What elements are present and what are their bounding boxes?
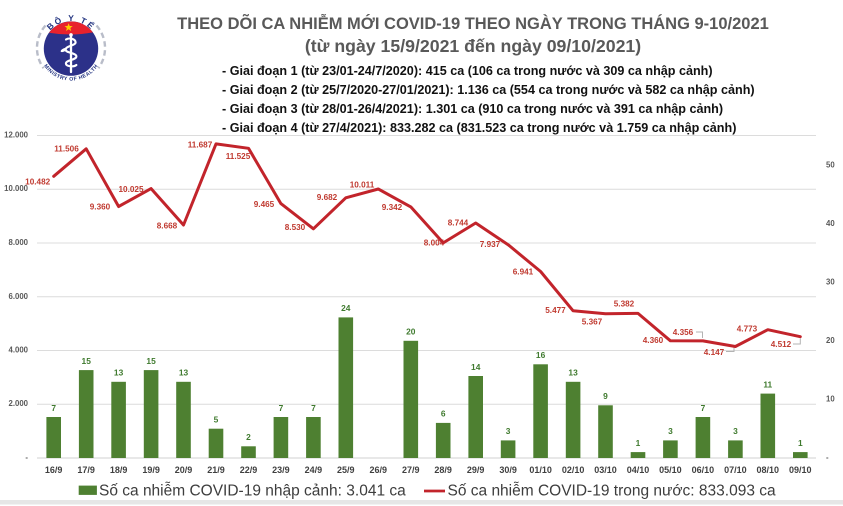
svg-text:16/9: 16/9 <box>45 465 63 475</box>
svg-text:12.000: 12.000 <box>4 131 29 140</box>
svg-text:10: 10 <box>826 395 835 404</box>
svg-text:24: 24 <box>341 303 351 313</box>
svg-text:29/9: 29/9 <box>467 465 485 475</box>
svg-text:Số ca nhiễm COVID-19 nhập cảnh: Số ca nhiễm COVID-19 nhập cảnh: 3.041 ca <box>99 482 406 499</box>
svg-text:07/10: 07/10 <box>724 465 747 475</box>
svg-text:7: 7 <box>701 403 706 413</box>
svg-text:4.147: 4.147 <box>704 348 725 357</box>
svg-text:20/9: 20/9 <box>175 465 193 475</box>
svg-text:7.937: 7.937 <box>480 240 501 249</box>
svg-text:30: 30 <box>826 278 835 287</box>
svg-text:11.687: 11.687 <box>188 141 213 150</box>
svg-text:30/9: 30/9 <box>499 465 517 475</box>
svg-text:9.465: 9.465 <box>254 200 275 209</box>
svg-text:13: 13 <box>114 368 124 378</box>
svg-text:10.482: 10.482 <box>25 177 50 186</box>
svg-text:05/10: 05/10 <box>659 465 682 475</box>
svg-text:4.000: 4.000 <box>8 346 28 355</box>
svg-text:11.506: 11.506 <box>54 145 79 154</box>
svg-text:25/9: 25/9 <box>337 465 355 475</box>
svg-text:1: 1 <box>798 438 803 448</box>
svg-text:9.342: 9.342 <box>382 203 403 212</box>
svg-text:13: 13 <box>179 368 189 378</box>
svg-text:Số ca nhiễm COVID-19 trong nướ: Số ca nhiễm COVID-19 trong nước: 833.093… <box>448 482 777 499</box>
svg-text:4.773: 4.773 <box>737 325 758 334</box>
svg-text:-: - <box>25 453 28 462</box>
svg-text:11: 11 <box>763 379 772 389</box>
svg-text:02/10: 02/10 <box>562 465 585 475</box>
svg-text:03/10: 03/10 <box>594 465 617 475</box>
svg-text:4.512: 4.512 <box>771 340 792 349</box>
svg-text:15: 15 <box>82 356 92 366</box>
svg-text:7: 7 <box>51 403 56 413</box>
svg-text:9.682: 9.682 <box>317 193 338 202</box>
svg-text:27/9: 27/9 <box>402 465 420 475</box>
svg-text:13: 13 <box>568 368 578 378</box>
svg-text:04/10: 04/10 <box>627 465 650 475</box>
svg-text:2: 2 <box>246 432 251 442</box>
svg-text:8.668: 8.668 <box>157 222 178 231</box>
svg-text:8.744: 8.744 <box>448 219 469 228</box>
svg-text:08/10: 08/10 <box>757 465 780 475</box>
svg-text:9: 9 <box>603 391 608 401</box>
svg-text:06/10: 06/10 <box>692 465 715 475</box>
svg-text:17/9: 17/9 <box>77 465 95 475</box>
svg-text:20: 20 <box>826 336 835 345</box>
svg-text:9.360: 9.360 <box>90 202 111 211</box>
svg-text:01/10: 01/10 <box>529 465 552 475</box>
svg-text:15: 15 <box>146 356 156 366</box>
svg-text:10.011: 10.011 <box>350 181 375 190</box>
svg-text:16: 16 <box>536 350 546 360</box>
svg-text:5.382: 5.382 <box>614 299 635 308</box>
svg-text:4.360: 4.360 <box>643 336 664 345</box>
svg-text:10.025: 10.025 <box>118 185 143 194</box>
svg-text:18/9: 18/9 <box>110 465 128 475</box>
svg-text:23/9: 23/9 <box>272 465 290 475</box>
svg-text:2.000: 2.000 <box>8 399 28 408</box>
svg-text:19/9: 19/9 <box>142 465 160 475</box>
svg-text:21/9: 21/9 <box>207 465 225 475</box>
svg-text:8.530: 8.530 <box>285 223 306 232</box>
svg-text:6.941: 6.941 <box>513 268 534 277</box>
svg-text:50: 50 <box>826 160 835 169</box>
svg-text:20: 20 <box>406 327 416 337</box>
svg-text:10.000: 10.000 <box>4 184 29 193</box>
svg-text:3: 3 <box>733 426 738 436</box>
svg-text:28/9: 28/9 <box>434 465 452 475</box>
svg-text:24/9: 24/9 <box>305 465 323 475</box>
svg-text:8.004: 8.004 <box>424 239 445 248</box>
svg-text:4.356: 4.356 <box>673 328 694 337</box>
svg-text:5.367: 5.367 <box>582 318 603 327</box>
svg-text:1: 1 <box>636 438 641 448</box>
svg-text:09/10: 09/10 <box>789 465 812 475</box>
svg-text:7: 7 <box>279 403 284 413</box>
svg-text:6.000: 6.000 <box>8 292 28 301</box>
svg-text:22/9: 22/9 <box>240 465 258 475</box>
svg-text:-: - <box>826 453 829 462</box>
svg-text:5: 5 <box>214 415 219 425</box>
svg-text:5.477: 5.477 <box>545 306 566 315</box>
svg-text:3: 3 <box>506 426 511 436</box>
svg-text:26/9: 26/9 <box>370 465 388 475</box>
svg-text:3: 3 <box>668 426 673 436</box>
svg-text:7: 7 <box>311 403 316 413</box>
svg-text:8.000: 8.000 <box>8 238 28 247</box>
svg-text:14: 14 <box>471 362 481 372</box>
svg-text:6: 6 <box>441 409 446 419</box>
svg-text:40: 40 <box>826 219 835 228</box>
svg-text:11.525: 11.525 <box>226 152 251 161</box>
